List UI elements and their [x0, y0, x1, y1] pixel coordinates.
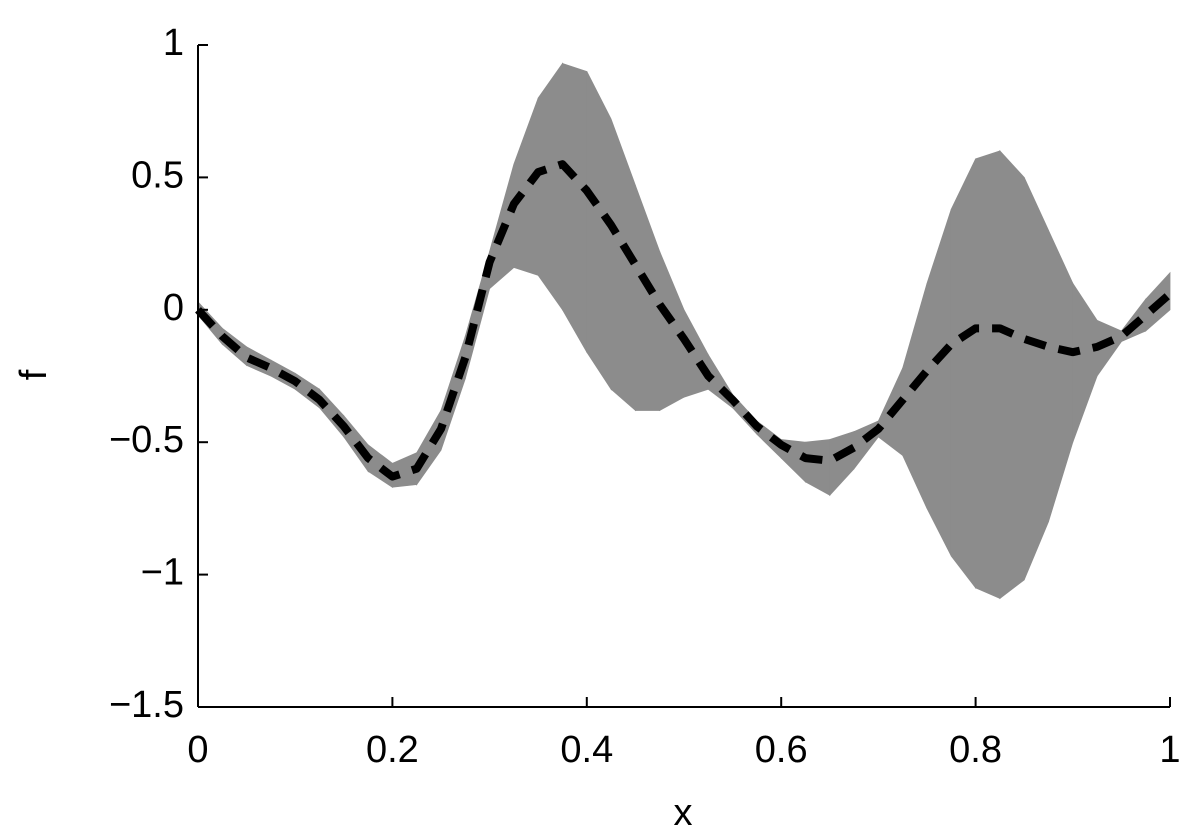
confidence-band — [659, 251, 685, 412]
confidence-band — [1072, 281, 1098, 443]
confidence-band — [1023, 177, 1049, 581]
confidence-band — [537, 62, 563, 312]
y-tick-label: 1 — [163, 22, 184, 64]
confidence-band — [562, 62, 588, 354]
confidence-band — [926, 209, 952, 557]
y-axis-label: f — [13, 369, 55, 380]
y-tick-label: −0.5 — [109, 419, 184, 461]
y-tick-label: −1 — [141, 552, 184, 594]
x-tick-label: 1 — [1159, 729, 1180, 771]
mean-line — [195, 160, 1173, 481]
y-tick-label: 0 — [163, 287, 184, 329]
x-tick-label: 0.8 — [949, 729, 1002, 771]
x-axis-label: x — [674, 792, 693, 834]
confidence-band — [1048, 230, 1074, 522]
confidence-band — [902, 283, 928, 509]
confidence-band — [367, 444, 393, 488]
confidence-band — [416, 408, 442, 486]
confidence-band — [805, 439, 831, 496]
confidence-band — [950, 158, 976, 590]
confidence-band — [343, 414, 369, 473]
y-tick-label: 0.5 — [131, 154, 184, 196]
x-tick-label: 0.6 — [755, 729, 808, 771]
confidence-band — [683, 309, 709, 398]
confidence-band — [829, 431, 855, 497]
x-tick-label: 0.2 — [366, 729, 419, 771]
x-tick-label: 0 — [187, 729, 208, 771]
confidence-band — [635, 185, 661, 411]
confidence-band — [319, 388, 345, 439]
confidence-band — [294, 372, 320, 409]
x-tick-label: 0.4 — [560, 729, 613, 771]
confidence-band — [513, 97, 539, 276]
confidence-band — [586, 71, 612, 391]
confidence-band — [999, 149, 1025, 600]
y-tick-label: −1.5 — [109, 684, 184, 726]
confidence-band — [975, 150, 1001, 600]
